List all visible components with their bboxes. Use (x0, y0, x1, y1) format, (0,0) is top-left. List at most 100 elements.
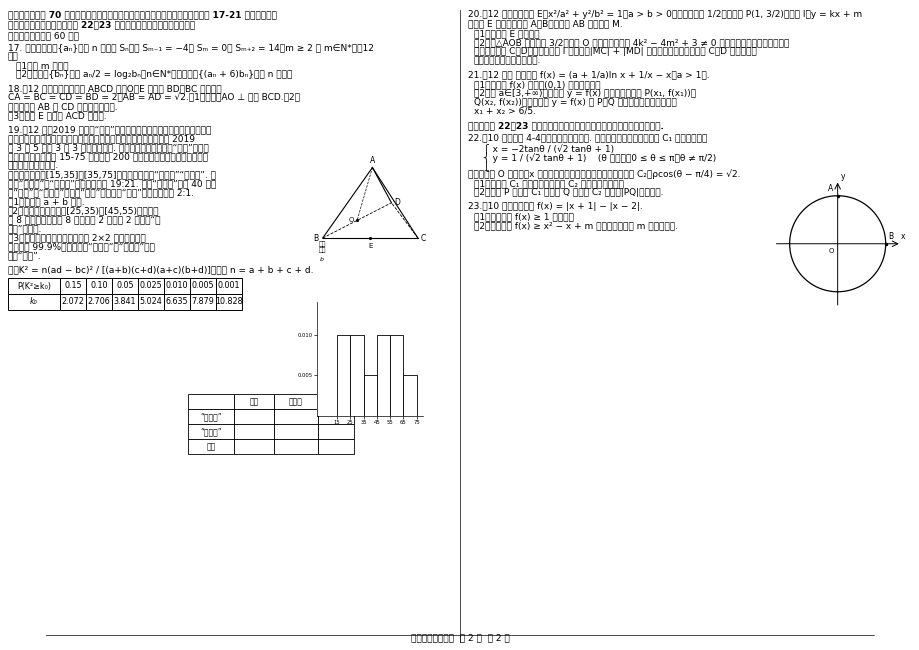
Bar (187, 394, 233, 409)
Text: 6.635: 6.635 (165, 298, 188, 307)
Text: （1）求湟圆 E 的方程；: （1）求湟圆 E 的方程； (473, 29, 539, 38)
Bar (60, 278, 85, 294)
Text: E: E (368, 243, 372, 249)
Text: “中老年”: “中老年” (200, 427, 221, 436)
Text: （3）求点 E 到平面 ACD 的距离.: （3）求点 E 到平面 ACD 的距离. (8, 111, 107, 120)
Text: 老年”的概率.: 老年”的概率. (8, 224, 42, 233)
Text: k₀: k₀ (30, 298, 38, 307)
Text: 2.072: 2.072 (62, 298, 85, 307)
Bar (318, 394, 354, 409)
Bar (233, 394, 274, 409)
Text: 21.（12 分） 已知函数 f(x) = (a + 1/a)ln x + 1/x − x（a > 1）.: 21.（12 分） 已知函数 f(x) = (a + 1/a)ln x + 1/… (468, 70, 709, 79)
Bar (8, 294, 60, 310)
Text: 0.10: 0.10 (90, 281, 108, 291)
Text: 关注: 关注 (249, 397, 258, 406)
Text: C: C (421, 233, 425, 242)
Text: x₁ + x₂ > 6/5.: x₁ + x₂ > 6/5. (473, 107, 536, 116)
Text: O: O (827, 248, 833, 254)
Text: P(K²≥k₀): P(K²≥k₀) (17, 281, 51, 291)
Text: A: A (827, 184, 833, 193)
Text: 关注“两会”.: 关注“两会”. (8, 251, 41, 260)
Text: 7.879: 7.879 (191, 298, 214, 307)
Text: 0.001: 0.001 (218, 281, 240, 291)
Text: O: O (348, 218, 354, 224)
Bar (164, 294, 190, 310)
Bar (216, 278, 242, 294)
Bar (187, 439, 233, 454)
Text: ⎩: ⎩ (482, 161, 489, 172)
Text: ⎨ y = 1 / (√2 tanθ + 1)    (θ 为参数，0 ≤ θ ≤ π，θ ≠ π/2): ⎨ y = 1 / (√2 tanθ + 1) (θ 为参数，0 ≤ θ ≤ π… (482, 152, 716, 162)
Text: 取 8 人作为代表，从 8 人中任选 2 人，求 2 人都是“中: 取 8 人作为代表，从 8 人中任选 2 人，求 2 人都是“中 (8, 215, 160, 224)
Bar (318, 439, 354, 454)
Bar (187, 424, 233, 439)
Text: 0.025: 0.025 (140, 281, 162, 291)
Text: b: b (320, 257, 323, 262)
Bar (164, 278, 190, 294)
Text: y: y (839, 172, 844, 181)
Bar (190, 294, 216, 310)
Text: （1）求不等式 f(x) ≥ 1 的解集；: （1）求不等式 f(x) ≥ 1 的解集； (473, 212, 573, 221)
Text: 不关注: 不关注 (289, 397, 302, 406)
Text: 注“两会”，“中老年”中关注“两会”和不关注“两会”的人数之比为 2:1.: 注“两会”，“中老年”中关注“两会”和不关注“两会”的人数之比为 2:1. (8, 188, 194, 197)
Bar (233, 424, 274, 439)
Text: 0.05: 0.05 (116, 281, 133, 291)
Text: （1）求 m 的値；: （1）求 m 的値； (16, 61, 68, 70)
Bar (350, 335, 363, 416)
Bar (318, 424, 354, 439)
Text: 0.005: 0.005 (191, 281, 214, 291)
Text: 5.024: 5.024 (140, 298, 162, 307)
Text: Q(x₂, f(x₂))，使得曲线 y = f(x) 在 P，Q 处的切线互相平行，求证: Q(x₂, f(x₂))，使得曲线 y = f(x) 在 P，Q 处的切线互相平… (473, 98, 676, 107)
Text: 0.010: 0.010 (165, 281, 188, 291)
Bar (274, 424, 318, 439)
Text: （2）当 a∈[3,+∞)时，曲线 y = f(x) 总存在相异两点 P(x₁, f(x₁))，: （2）当 a∈[3,+∞)时，曲线 y = f(x) 总存在相异两点 P(x₁,… (473, 89, 696, 98)
Text: （1）试讨论 f(x) 在区间(0,1) 上的单调性；: （1）试讨论 f(x) 在区间(0,1) 上的单调性； (473, 80, 600, 89)
Text: 分）: 分） (8, 52, 18, 61)
Text: 组距: 组距 (318, 248, 325, 253)
Text: 18.（12 分）如图，四面体 ABCD 中，O、E 分别是 BD、BC 的中点，: 18.（12 分）如图，四面体 ABCD 中，O、E 分别是 BD、BC 的中点… (8, 84, 221, 93)
Bar (138, 278, 164, 294)
Text: 三、解答题（共 70 分，解答应写出相应的文字说明，证明过程或者演算步骤。第 17-21 题为必考题，: 三、解答题（共 70 分，解答应写出相应的文字说明，证明过程或者演算步骤。第 1… (8, 10, 277, 19)
Text: 总计: 总计 (206, 442, 215, 451)
Bar (233, 409, 274, 424)
Text: 每个试题考生都必须作答，第 22、23 题为选考题，考生根据要求作答）: 每个试题考生都必须作答，第 22、23 题为选考题，考生根据要求作答） (8, 20, 195, 29)
Text: “青少年”: “青少年” (200, 412, 221, 421)
Text: （2）若不等式 f(x) ≥ x² − x + m 的解集非空，求 m 的取値范围.: （2）若不等式 f(x) ≥ x² − x + m 的解集非空，求 m 的取値范… (473, 221, 677, 230)
Bar (377, 335, 390, 416)
Bar (85, 294, 112, 310)
Text: 0.15: 0.15 (64, 281, 82, 291)
Text: 求异面直线 AB 与 CD 所成角的余弦値.: 求异面直线 AB 与 CD 所成角的余弦値. (8, 102, 118, 111)
Text: 2.706: 2.706 (87, 298, 110, 307)
Text: 20.（12 分）已知湟圆 E：x²/a² + y²/b² = 1（a > b > 0）的离心率为 1/2，且过点 P(1, 3/2)，直线 l：y = kx : 20.（12 分）已知湟圆 E：x²/a² + y²/b² = 1（a > b … (468, 10, 861, 19)
Text: 次会议和中国人民政治协商会议第十三届全国会第二次会议，分别于 2019: 次会议和中国人民政治协商会议第十三届全国会第二次会议，分别于 2019 (8, 134, 195, 143)
Bar (112, 278, 138, 294)
Text: 以坐标原点 O 为极点，x 轴的非负半轴为极轴建立极坐标系，曲线 C₂：ρcos(θ − π/4) = √2.: 以坐标原点 O 为极点，x 轴的非负半轴为极轴建立极坐标系，曲线 C₂：ρcos… (468, 169, 740, 179)
Text: （2）若数列{bₙ}满足 aₙ/2 = log₂bₙ（n∈N*），求数列{(aₙ + 6)bₙ}的前 n 项和。: （2）若数列{bₙ}满足 aₙ/2 = log₂bₙ（n∈N*），求数列{(aₙ… (16, 70, 292, 79)
Text: 17. 已知等差数列{aₙ}的前 n 项和为 Sₙ，若 Sₘ₋₁ = −4， Sₘ = 0， Sₘ₊₂ = 14（m ≥ 2 且 m∈N*）（12: 17. 已知等差数列{aₙ}的前 n 项和为 Sₙ，若 Sₘ₋₁ = −4， S… (8, 43, 373, 52)
Bar (190, 278, 216, 294)
Text: B: B (313, 233, 318, 242)
Text: （一）必考题（共 60 分）: （一）必考题（共 60 分） (8, 31, 79, 40)
Bar (233, 439, 274, 454)
Bar (85, 278, 112, 294)
Text: （2）当△AOB 的面积为 3/2（其中 O 为坐标原点）且 4k² − 4m² + 3 ≠ 0 时，试问：在坐标平面上是否: （2）当△AOB 的面积为 3/2（其中 O 为坐标原点）且 4k² − 4m²… (473, 38, 789, 47)
Text: （1）求曲线 C₁ 的普通方程和曲线 C₂ 的直角坐标方程；: （1）求曲线 C₁ 的普通方程和曲线 C₂ 的直角坐标方程； (473, 179, 623, 188)
Text: （3）根据已知条件，完成下面的 2×2 列联表，并判: （3）根据已知条件，完成下面的 2×2 列联表，并判 (8, 233, 145, 242)
Text: （2）若点 P 在曲线 C₁ 上，点 Q 在曲线 C₂ 上，求|PQ|的最小値.: （2）若点 P 在曲线 C₁ 上，点 Q 在曲线 C₂ 上，求|PQ|的最小値. (473, 188, 663, 197)
Bar (112, 294, 138, 310)
Bar (337, 335, 350, 416)
Text: 23.（10 分）已知函数 f(x) = |x + 1| − |x − 2|.: 23.（10 分）已知函数 f(x) = |x + 1| − |x − 2|. (468, 202, 642, 211)
Text: 请考生在第 22、23 题中任选一题作答，如果多做，则按所做的第一题记分.: 请考生在第 22、23 题中任选一题作答，如果多做，则按所做的第一题记分. (468, 121, 664, 130)
Bar (274, 439, 318, 454)
Text: 统计“青少年”和“中老年”的人数之比为 19:21. 其中“青少年”中有 40 人关: 统计“青少年”和“中老年”的人数之比为 19:21. 其中“青少年”中有 40 … (8, 179, 216, 188)
Text: 若把年龄在区间[15,35]，[35,75]内的人分别称为“青少年”“中老年”. 经: 若把年龄在区间[15,35]，[35,75]内的人分别称为“青少年”“中老年”.… (8, 170, 216, 179)
Text: （2）现采用分层抜样在[25,35)和[45,55)中随机抜: （2）现采用分层抜样在[25,35)和[45,55)中随机抜 (8, 206, 159, 215)
Text: 断能否有 99.9%的把握认为“中老年”比“青少年”更加: 断能否有 99.9%的把握认为“中老年”比“青少年”更加 (8, 242, 154, 251)
Text: B: B (888, 232, 892, 241)
Text: CA = BC = CD = BD = 2，AB = AD = √2.（1）求证：AO ⊥ 平面 BCD.（2）: CA = BC = CD = BD = 2，AB = AD = √2.（1）求证… (8, 93, 300, 102)
Bar (363, 376, 377, 416)
Bar (187, 409, 233, 424)
Text: D: D (394, 198, 400, 207)
Text: 22.（10 分）选修 4-4，坐标系与参数方程. 在平面直角坐标系中，曲线 C₁ 的参数方程为: 22.（10 分）选修 4-4，坐标系与参数方程. 在平面直角坐标系中，曲线 C… (468, 133, 707, 142)
Text: 频率: 频率 (318, 241, 325, 247)
Bar (138, 294, 164, 310)
